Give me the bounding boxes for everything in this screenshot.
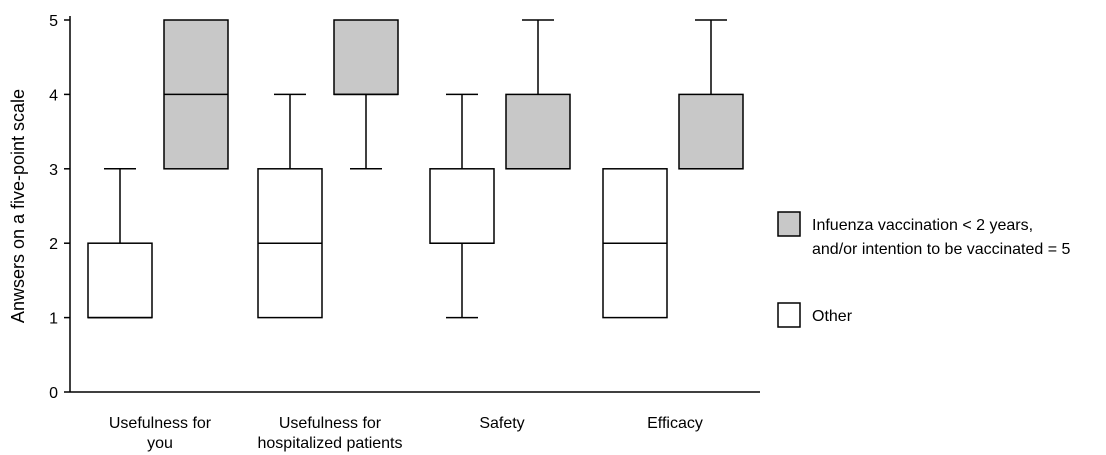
box xyxy=(333,19,399,96)
x-category-label: Usefulness for you xyxy=(109,415,212,452)
x-category-label: Efficacy xyxy=(647,415,703,432)
box-plot xyxy=(505,19,571,170)
legend-swatch xyxy=(777,302,801,328)
box-plot xyxy=(429,93,495,319)
box xyxy=(505,93,571,170)
x-category-label: Safety xyxy=(479,415,524,432)
legend-label: Other xyxy=(812,308,853,325)
legend-label: Infuenza vaccination < 2 years, and/or in… xyxy=(812,217,1071,258)
box xyxy=(678,93,744,170)
x-category-label: Usefulness for hospitalized patients xyxy=(258,415,403,452)
legend: Infuenza vaccination < 2 years, and/or in… xyxy=(777,211,1071,328)
y-tick-label: 5 xyxy=(49,13,58,30)
box-plot xyxy=(87,168,153,319)
box xyxy=(87,242,153,319)
y-tick-label: 3 xyxy=(49,162,58,179)
y-tick-label: 4 xyxy=(49,87,58,104)
box-plot xyxy=(163,19,229,170)
box-series xyxy=(87,19,744,319)
legend-swatch xyxy=(777,211,801,237)
y-axis-title: Anwsers on a five-point scale xyxy=(8,89,28,323)
y-tick-label: 2 xyxy=(49,236,58,253)
box-plot xyxy=(678,19,744,170)
box-plot xyxy=(333,19,399,170)
y-tick-label: 1 xyxy=(49,311,58,328)
axes: 0 1 2 3 4 5 Usefulness for you Usefulness for hos… xyxy=(49,13,760,452)
y-tick-label: 0 xyxy=(49,385,58,402)
box-plot xyxy=(257,93,323,319)
legend-item: Other xyxy=(777,302,853,328)
box-plot xyxy=(602,168,668,319)
legend-item: Infuenza vaccination < 2 years, and/or in… xyxy=(777,211,1071,258)
box xyxy=(429,168,495,244)
